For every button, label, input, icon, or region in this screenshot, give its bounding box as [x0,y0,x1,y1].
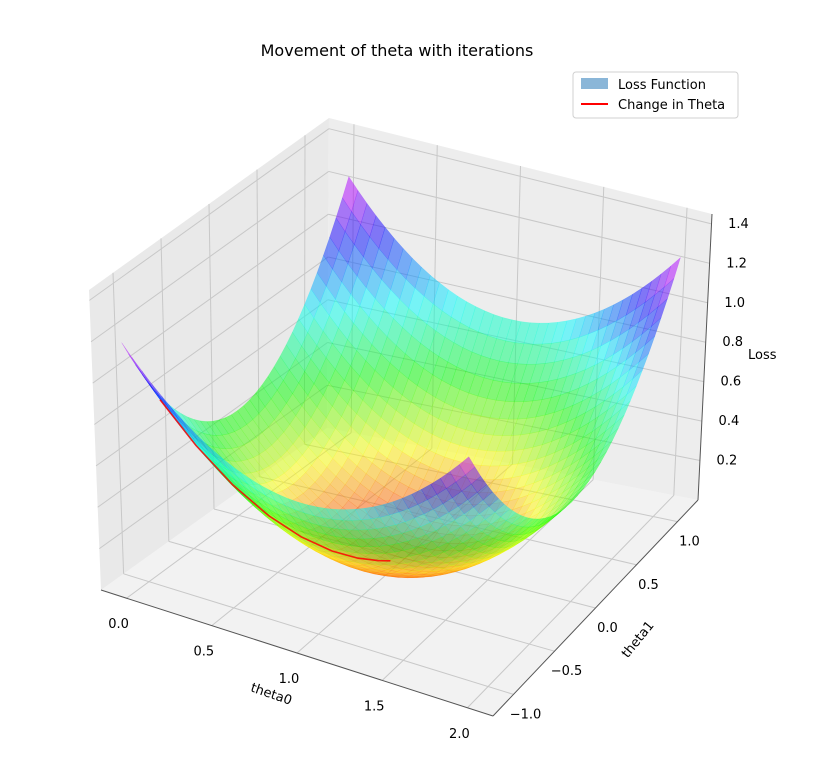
left-pane [89,118,329,590]
surface-patch [602,427,619,449]
theta-path [159,399,391,562]
surface-patch [470,475,488,493]
y-tick-label: 1.0 [679,535,700,550]
surface-patch [626,370,643,395]
grid-z-left [94,256,329,425]
y-axis-line [492,499,699,717]
surface-patch [573,480,590,497]
grid-x-back [673,207,688,496]
surface-patch [591,451,607,471]
z-axis-label: Loss [748,348,777,363]
legend-label-change-in-theta: Change in Theta [618,98,725,113]
surface-patch [458,456,476,476]
x-tick-label: 1.5 [364,699,385,714]
chart-title: Movement of theta with iterations [261,41,534,60]
z-tick-label: 1.2 [726,256,747,271]
grid-y-floor [123,573,514,695]
z-tick-label: 0.8 [722,335,743,350]
y-tick-label: −1.0 [510,707,542,722]
surface-patch [500,508,517,522]
change-in-theta-line [159,399,391,562]
legend-swatch-loss-function [581,78,608,89]
grid-y-left [112,272,125,574]
grid-y-left [160,238,170,542]
x-tick-label: 2.0 [449,727,470,742]
y-tick-label: 0.5 [638,578,659,593]
legend: Loss Function Change in Theta [572,71,739,119]
surface-patch [562,495,579,510]
y-axis-label: theta1 [619,618,658,661]
surface-patch [465,466,482,485]
surface-patch [568,488,584,504]
legend-box [572,71,739,119]
surface-patch [505,512,522,525]
loss-surface [121,176,682,579]
surface-patch [638,335,656,364]
z-tick-label: 1.0 [724,296,745,311]
surface-patch [650,297,669,328]
tick-labels: 0.0 0.5 1.0 1.5 2.0 −1.0 −0.5 0.0 0.5 1.0 0.2 0.4 0.… [108,217,749,742]
z-tick-label: 1.4 [728,217,749,232]
y-tick-label: −0.5 [551,664,583,679]
z-tick-label: 0.4 [719,414,740,429]
axis-lines [100,213,713,717]
grid-y-floor [168,540,555,652]
grid-z-left [95,299,329,467]
grid-z-back [328,128,712,225]
z-axis-line [697,213,713,501]
grid-z-back [328,170,710,264]
surface-patch [644,316,662,346]
grid-z-left [92,213,329,384]
x-tick-label: 1.0 [279,672,300,687]
surface-patch [585,462,602,481]
x-tick-label: 0.0 [108,617,129,632]
surface-patch [528,517,545,528]
y-tick-label: 0.0 [597,621,618,636]
grid-z-left [90,171,329,343]
surface-patch [482,491,499,507]
surface-patch [657,277,675,308]
surface-patch [620,385,637,410]
z-tick-label: 0.2 [717,454,738,469]
surface-patch [476,484,493,501]
surface-patch [596,440,613,461]
z-tick-label: 0.6 [720,375,741,390]
x-tick-label: 0.5 [193,645,214,660]
grid-z-left [89,128,330,301]
surface-patch [614,400,631,424]
surface-patch [494,503,511,518]
x-axis-line [100,589,494,717]
legend-label-loss-function: Loss Function [618,78,706,93]
surface-patch [517,517,534,528]
